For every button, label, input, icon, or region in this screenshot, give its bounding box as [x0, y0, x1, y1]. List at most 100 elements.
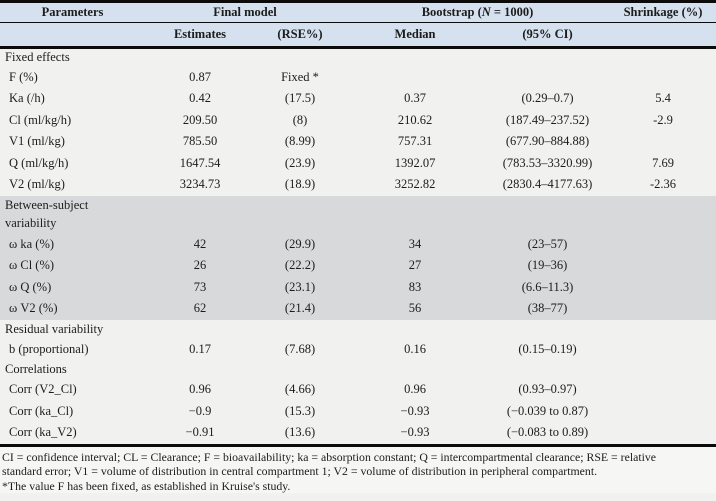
param-cell: Cl (ml/kg/h): [9, 112, 72, 127]
value-cell: 0.37: [404, 91, 426, 106]
value-cell: 785.50: [182, 134, 218, 149]
value-cell: 757.31: [397, 134, 433, 149]
value-cell: 1647.54: [179, 155, 221, 170]
section-label-cell: Between-subject variability: [0, 195, 716, 234]
value-cell: (22.2): [255, 255, 346, 277]
table-row: Corr (ka_V2) −0.91 (13.6) −0.93 (−0.083 to 0…: [0, 422, 716, 444]
table-row: Cl (ml/kg/h) 209.50 (8) 210.62 (187.49–237.5…: [0, 110, 716, 132]
table-row: Ka (/h) 0.42 (17.5) 0.37 (0.29–0.7) 5.4: [0, 88, 716, 110]
value-cell: (21.4): [255, 298, 346, 320]
param-cell: V2 (ml/kg): [9, 177, 65, 192]
section-label-cell: Residual variability: [0, 320, 716, 339]
value-cell: 209.50: [182, 112, 218, 127]
value-cell: (0.93–0.97): [518, 382, 577, 397]
section-label: Correlations: [5, 362, 67, 376]
section-label: Between-subject variability: [5, 198, 89, 230]
bootstrap-label-n: N: [481, 5, 491, 19]
table-body: Fixed effects F (%) 0.87 Fixed * Ka (/h) 0.42…: [0, 48, 716, 444]
table-row: V1 (ml/kg) 785.50 (8.99) 757.31 (677.90–884.…: [0, 131, 716, 153]
value-cell: [610, 422, 716, 444]
bootstrap-label-suffix: = 1000): [490, 5, 534, 19]
col-header-shrinkage: Shrinkage (%): [610, 0, 716, 23]
param-cell: V1 (ml/kg): [9, 134, 65, 149]
value-cell: 7.69: [652, 155, 674, 170]
value-cell: [610, 298, 716, 320]
value-cell: −0.93: [400, 425, 430, 440]
value-cell: 0.96: [189, 382, 211, 397]
param-cell: Q (ml/kg/h): [9, 155, 69, 170]
value-cell: (23–57): [485, 233, 611, 255]
value-cell: 73: [145, 276, 255, 298]
value-cell: (0.15–0.19): [518, 341, 577, 356]
value-cell: 42: [145, 233, 255, 255]
table-row: Corr (V2_Cl) 0.96 (4.66) 0.96 (0.93–0.97): [0, 379, 716, 401]
value-cell: (4.66): [284, 382, 316, 397]
param-cell: b (proportional): [9, 341, 89, 356]
value-cell: (8): [292, 112, 308, 127]
value-cell: [610, 67, 716, 89]
section-label: Fixed effects: [5, 50, 70, 65]
value-cell: (8.99): [284, 134, 316, 149]
value-cell: 3252.82: [394, 177, 436, 192]
table-header: Parameters Final model Bootstrap (N = 10…: [0, 0, 716, 49]
value-cell: (17.5): [284, 91, 316, 106]
footnote-line-2: standard error; V1 = volume of distribut…: [2, 464, 598, 479]
header-sub-row: Estimates (RSE%) Median (95% CI): [0, 22, 716, 49]
table-row: ω V2 (%) 62 (21.4) 56 (38–77): [0, 298, 716, 320]
col-subheader-blank-right: [610, 22, 716, 49]
value-cell: [610, 276, 716, 298]
col-subheader-ci: (95% CI): [485, 22, 611, 49]
table-row: ω Cl (%) 26 (22.2) 27 (19–36): [0, 255, 716, 277]
footnote-line-3: *The value F has been fixed, as establis…: [2, 479, 291, 494]
value-cell: 0.17: [189, 341, 211, 356]
section-label: Residual variability: [5, 321, 104, 336]
value-cell: (7.68): [284, 341, 316, 356]
table-row: ω ka (%) 42 (29.9) 34 (23–57): [0, 233, 716, 255]
footnote-line-1: CI = confidence interval; CL = Clearance…: [2, 449, 657, 464]
value-cell: [610, 379, 716, 401]
section-row: Correlations: [0, 360, 716, 379]
value-cell: [345, 67, 485, 89]
param-cell: ω ka (%): [0, 233, 145, 255]
value-cell: (783.53–3320.99): [502, 155, 593, 170]
value-cell: 5.4: [655, 91, 671, 106]
value-cell: (23.9): [284, 155, 316, 170]
value-cell: [610, 233, 716, 255]
value-cell: (−0.039 to 0.87): [506, 403, 589, 418]
value-cell: 83: [345, 276, 486, 298]
value-cell: [610, 401, 716, 423]
table-row: V2 (ml/kg) 3234.73 (18.9) 3252.82 (2830.4–41…: [0, 174, 716, 196]
value-cell: (38–77): [485, 298, 611, 320]
value-cell: -2.9: [653, 112, 673, 127]
value-cell: 27: [345, 255, 486, 277]
section-row: Between-subject variability: [0, 195, 716, 234]
table-row: Q (ml/kg/h) 1647.54 (23.9) 1392.07 (783.53–3…: [0, 153, 716, 175]
value-cell: −0.9: [188, 403, 212, 418]
value-cell: (187.49–237.52): [505, 112, 590, 127]
col-header-final-model: Final model: [145, 0, 346, 23]
parameters-table: Parameters Final model Bootstrap (N = 10…: [0, 0, 716, 444]
value-cell: 0.42: [189, 91, 211, 106]
value-cell: 1392.07: [394, 155, 436, 170]
table-row: b (proportional) 0.17 (7.68) 0.16 (0.15–0.19…: [0, 339, 716, 361]
param-cell: Corr (ka_V2): [9, 425, 77, 440]
value-cell: 0.96: [404, 382, 426, 397]
param-cell: ω V2 (%): [0, 298, 145, 320]
value-cell: (677.90–884.88): [505, 134, 590, 149]
value-cell: Fixed *: [281, 69, 319, 84]
col-subheader-rse: (RSE%): [255, 22, 346, 49]
value-cell: (23.1): [255, 276, 346, 298]
col-subheader-blank-left: [0, 22, 145, 49]
col-subheader-median: Median: [345, 22, 486, 49]
col-header-bootstrap: Bootstrap (N = 1000): [345, 0, 611, 23]
value-cell: (15.3): [284, 403, 316, 418]
param-cell: Corr (V2_Cl): [9, 382, 77, 397]
col-header-parameters: Parameters: [0, 0, 145, 23]
footnotes: CI = confidence interval; CL = Clearance…: [0, 443, 716, 494]
param-cell: ω Q (%): [0, 276, 145, 298]
section-label-cell: Correlations: [0, 360, 716, 379]
param-cell: ω Cl (%): [0, 255, 145, 277]
value-cell: -2.36: [649, 177, 677, 192]
value-cell: 0.16: [404, 341, 426, 356]
